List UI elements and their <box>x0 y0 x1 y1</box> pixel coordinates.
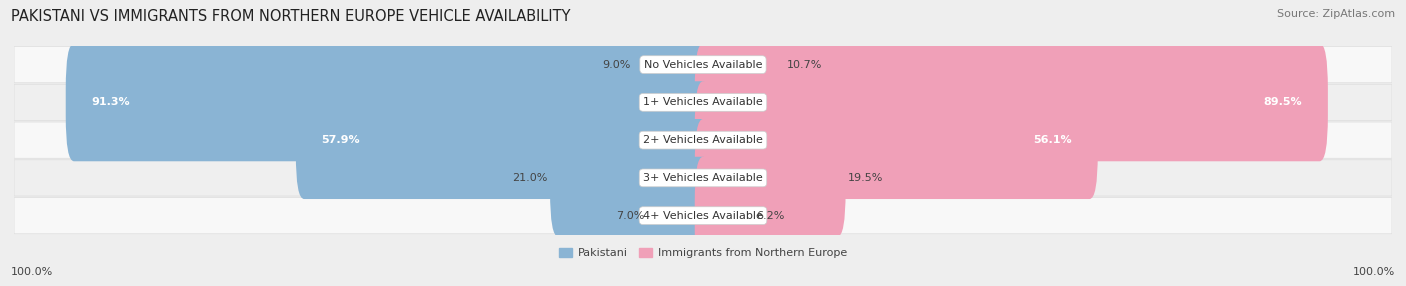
Text: 100.0%: 100.0% <box>11 267 53 277</box>
Text: 100.0%: 100.0% <box>1353 267 1395 277</box>
FancyBboxPatch shape <box>633 6 711 124</box>
FancyBboxPatch shape <box>550 119 711 237</box>
FancyBboxPatch shape <box>14 122 1392 158</box>
FancyBboxPatch shape <box>14 84 1392 120</box>
FancyBboxPatch shape <box>695 157 754 275</box>
FancyBboxPatch shape <box>14 160 1392 196</box>
Text: 3+ Vehicles Available: 3+ Vehicles Available <box>643 173 763 183</box>
Text: 56.1%: 56.1% <box>1033 135 1073 145</box>
Text: 89.5%: 89.5% <box>1264 98 1302 107</box>
FancyBboxPatch shape <box>295 81 711 199</box>
Text: 7.0%: 7.0% <box>616 211 644 221</box>
Text: PAKISTANI VS IMMIGRANTS FROM NORTHERN EUROPE VEHICLE AVAILABILITY: PAKISTANI VS IMMIGRANTS FROM NORTHERN EU… <box>11 9 571 23</box>
FancyBboxPatch shape <box>695 81 1098 199</box>
Text: 19.5%: 19.5% <box>848 173 883 183</box>
Text: 10.7%: 10.7% <box>787 60 823 69</box>
FancyBboxPatch shape <box>695 119 845 237</box>
Text: 57.9%: 57.9% <box>322 135 360 145</box>
Legend: Pakistani, Immigrants from Northern Europe: Pakistani, Immigrants from Northern Euro… <box>554 244 852 263</box>
FancyBboxPatch shape <box>66 43 711 161</box>
Text: 4+ Vehicles Available: 4+ Vehicles Available <box>643 211 763 221</box>
Text: 21.0%: 21.0% <box>513 173 548 183</box>
Text: 1+ Vehicles Available: 1+ Vehicles Available <box>643 98 763 107</box>
FancyBboxPatch shape <box>14 198 1392 234</box>
FancyBboxPatch shape <box>14 47 1392 83</box>
Text: 9.0%: 9.0% <box>602 60 631 69</box>
FancyBboxPatch shape <box>695 6 785 124</box>
Text: Source: ZipAtlas.com: Source: ZipAtlas.com <box>1277 9 1395 19</box>
FancyBboxPatch shape <box>695 43 1327 161</box>
Text: 2+ Vehicles Available: 2+ Vehicles Available <box>643 135 763 145</box>
FancyBboxPatch shape <box>647 157 711 275</box>
Text: No Vehicles Available: No Vehicles Available <box>644 60 762 69</box>
Text: 91.3%: 91.3% <box>91 98 129 107</box>
Text: 6.2%: 6.2% <box>756 211 785 221</box>
